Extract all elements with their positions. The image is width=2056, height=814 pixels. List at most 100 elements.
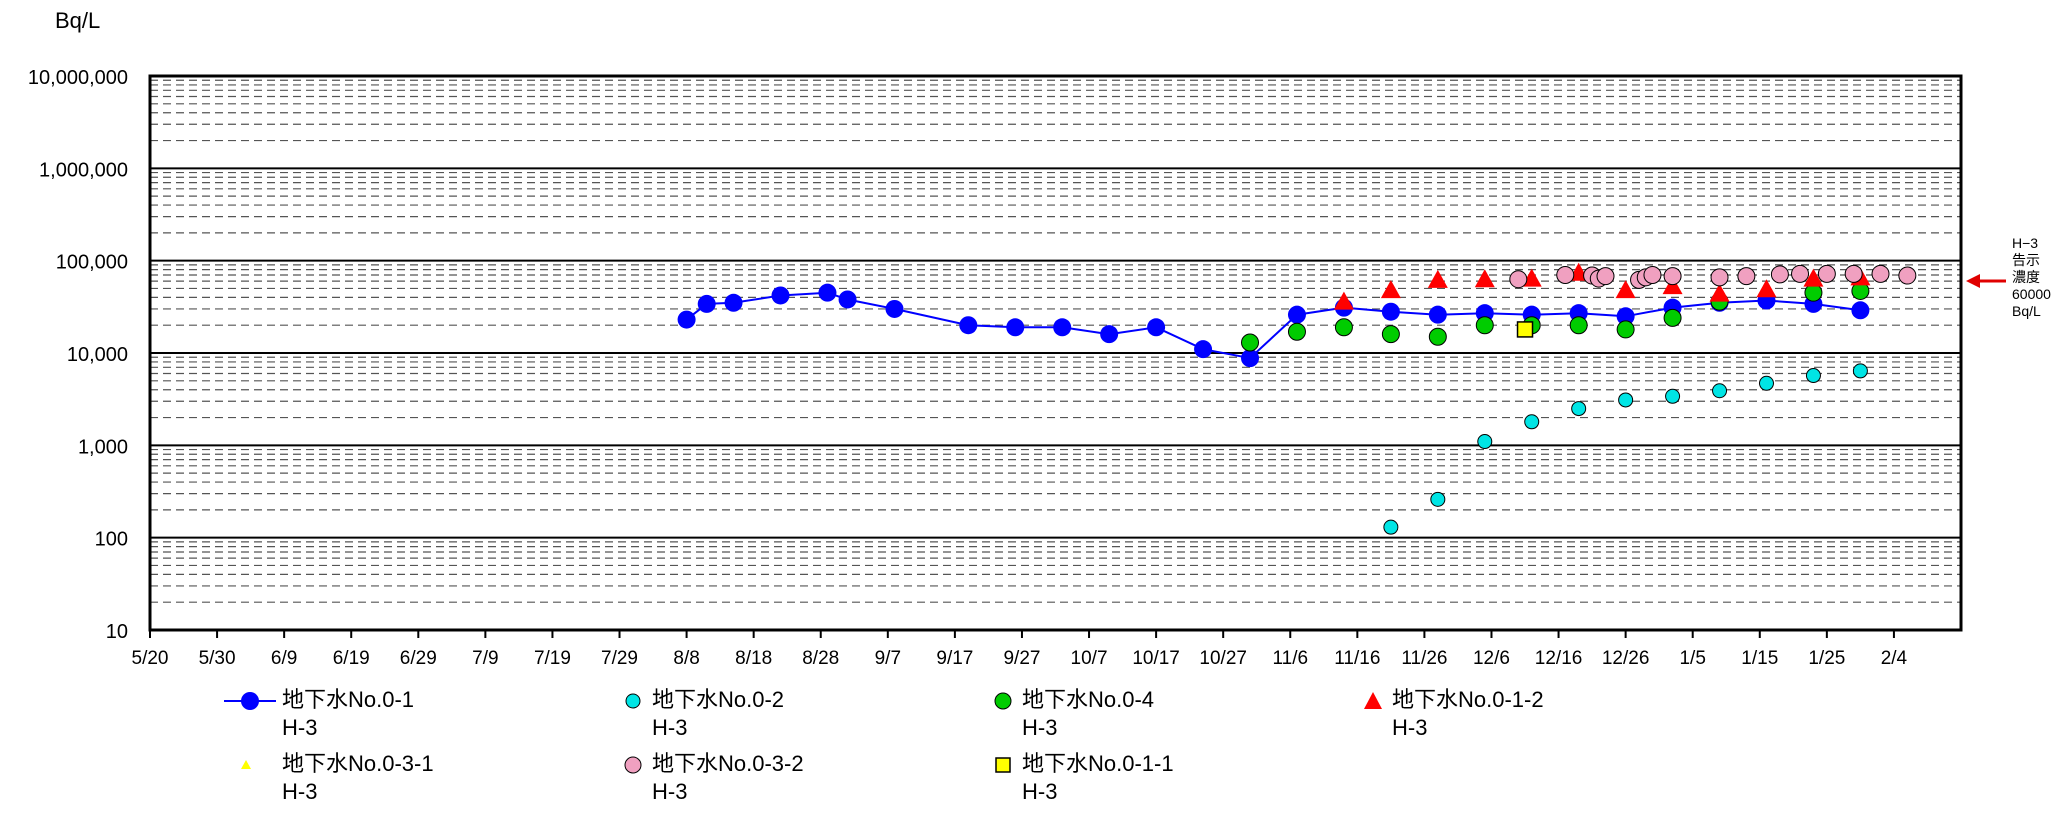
data-point: [1615, 280, 1636, 299]
data-point: [697, 294, 716, 313]
data-point: [1758, 375, 1774, 391]
legend-label-0-1: 地下水No.0-1 H-3: [282, 687, 415, 740]
y-axis-ticks: 10 100 1,000 10,000 100,000 1,000,000 10,000,0…: [28, 67, 128, 643]
x-tick-label: 8/28: [802, 648, 839, 669]
legend-item-0-1: 地下水No.0-1 H-3: [210, 686, 570, 746]
data-point: [1428, 305, 1447, 324]
grid-lines: [150, 75, 1961, 631]
data-point: [1194, 340, 1213, 359]
data-point: [1712, 383, 1728, 399]
data-point: [1618, 392, 1634, 408]
data-point: [771, 286, 790, 305]
series-6: [1516, 321, 1534, 338]
legend-item-0-4: 地下水No.0-4 H-3: [950, 686, 1310, 746]
data-point: [677, 310, 696, 329]
x-tick-label: 1/15: [1741, 648, 1778, 669]
data-point: [1710, 268, 1729, 287]
y-tick-label: 10: [106, 621, 128, 643]
x-tick-label: 8/18: [735, 648, 772, 669]
legend-item-0-1-1: 地下水No.0-1-1 H-3: [950, 750, 1310, 810]
x-tick-label: 6/19: [333, 648, 370, 669]
x-tick-label: 10/27: [1199, 648, 1247, 669]
x-axis-ticks: 5/20 5/30 6/9 6/19 6/29 7/9 7/19 7/29 8/8 8/18 8/2…: [132, 630, 1908, 669]
data-point: [1100, 325, 1119, 344]
x-tick-label: 9/17: [936, 648, 973, 669]
data-point: [1803, 268, 1824, 287]
plot-frame: [148, 74, 1963, 632]
legend-symbol-yellow-triangle: [241, 760, 251, 769]
data-point: [1663, 267, 1682, 286]
y-tick-label: 10,000: [67, 344, 128, 366]
y-tick-label: 100: [95, 529, 128, 551]
data-point: [1737, 267, 1756, 286]
data-point: [885, 299, 904, 318]
data-point: [724, 293, 743, 312]
data-point: [959, 316, 978, 335]
legend-item-0-3-1: 地下水No.0-3-1 H-3: [210, 750, 570, 810]
data-marks: [677, 262, 1917, 535]
x-tick-label: 6/29: [400, 648, 437, 669]
reference-annotation: H−3 告示 濃度 60000 Bq/L: [1966, 235, 2051, 319]
series-1: [1383, 363, 1868, 535]
data-point: [1596, 267, 1615, 286]
legend-symbol-red-triangle: [1364, 692, 1382, 709]
data-point: [1430, 491, 1446, 507]
data-point: [1381, 325, 1400, 344]
x-tick-label: 6/9: [271, 648, 297, 669]
series-5: [1509, 264, 1917, 289]
x-tick-label: 10/7: [1071, 648, 1108, 669]
data-point: [1805, 368, 1821, 384]
x-tick-label: 7/9: [472, 648, 498, 669]
legend-label-0-1-1: 地下水No.0-1-1 H-3: [1022, 751, 1174, 804]
legend-symbol-green-circle: [994, 692, 1012, 710]
x-tick-label: 11/6: [1272, 648, 1308, 669]
x-tick-label: 12/16: [1535, 648, 1583, 669]
legend-symbol-cyan-circle: [625, 693, 641, 709]
x-tick-label: 1/5: [1679, 648, 1705, 669]
x-tick-label: 9/7: [875, 648, 901, 669]
x-tick-label: 10/17: [1132, 648, 1180, 669]
legend-label-0-3-2: 地下水No.0-3-2 H-3: [652, 751, 804, 804]
data-point: [1477, 434, 1493, 450]
y-unit-label: Bq/L: [55, 8, 100, 33]
x-tick-label: 5/30: [199, 648, 236, 669]
reference-label-4: 60000: [2012, 286, 2051, 302]
y-tick-label: 100,000: [56, 252, 128, 274]
data-point: [1871, 264, 1890, 283]
data-point: [1516, 321, 1534, 338]
data-point: [1571, 401, 1587, 417]
data-point: [1616, 320, 1635, 339]
x-tick-label: 12/26: [1602, 648, 1650, 669]
data-point: [1287, 305, 1306, 324]
data-point: [1053, 318, 1072, 337]
legend-symbol-yellow-square: [995, 757, 1011, 773]
x-tick-label: 5/20: [132, 648, 169, 669]
data-point: [1756, 279, 1777, 298]
x-tick-label: 7/19: [534, 648, 571, 669]
data-point: [1791, 264, 1810, 283]
x-tick-label: 1/25: [1808, 648, 1845, 669]
data-point: [1475, 316, 1494, 335]
legend-label-0-1-2: 地下水No.0-1-2 H-3: [1392, 687, 1544, 740]
data-point: [1852, 363, 1868, 379]
y-tick-label: 1,000,000: [39, 159, 128, 181]
x-tick-label: 12/6: [1473, 648, 1510, 669]
data-point: [1770, 265, 1789, 284]
data-point: [1844, 264, 1863, 283]
data-point: [1428, 327, 1447, 346]
reference-label-2: 告示: [2012, 252, 2040, 268]
data-point: [1427, 269, 1448, 288]
data-point: [1709, 283, 1730, 302]
reference-label-1: H−3: [2012, 235, 2038, 251]
data-point: [1663, 308, 1682, 327]
data-point: [1241, 333, 1260, 352]
data-point: [838, 290, 857, 309]
data-point: [1665, 388, 1681, 404]
data-point: [1509, 270, 1528, 289]
data-point: [1474, 269, 1495, 288]
x-tick-label: 11/26: [1401, 648, 1447, 669]
data-point: [1380, 280, 1401, 299]
data-point: [1643, 265, 1662, 284]
reference-label-5: Bq/L: [2012, 303, 2041, 319]
